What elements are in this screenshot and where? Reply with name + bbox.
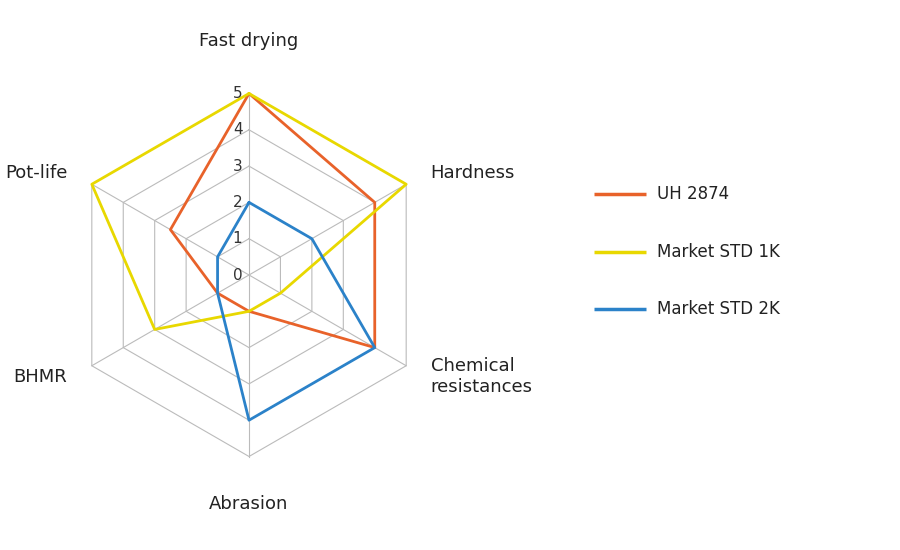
Text: Market STD 2K: Market STD 2K bbox=[657, 300, 780, 318]
Text: Hardness: Hardness bbox=[430, 164, 515, 183]
Text: Abrasion: Abrasion bbox=[210, 495, 289, 513]
Text: 4: 4 bbox=[233, 122, 242, 138]
Text: Pot-life: Pot-life bbox=[5, 164, 68, 183]
Text: 2: 2 bbox=[233, 195, 242, 210]
Text: 3: 3 bbox=[232, 158, 242, 174]
Text: Chemical
resistances: Chemical resistances bbox=[430, 358, 533, 396]
Text: Fast drying: Fast drying bbox=[200, 31, 299, 50]
Text: 1: 1 bbox=[233, 231, 242, 246]
Text: 5: 5 bbox=[233, 86, 242, 101]
Text: BHMR: BHMR bbox=[14, 367, 68, 386]
Text: 0: 0 bbox=[233, 267, 242, 283]
Text: UH 2874: UH 2874 bbox=[657, 185, 730, 203]
Text: Market STD 1K: Market STD 1K bbox=[657, 243, 780, 261]
